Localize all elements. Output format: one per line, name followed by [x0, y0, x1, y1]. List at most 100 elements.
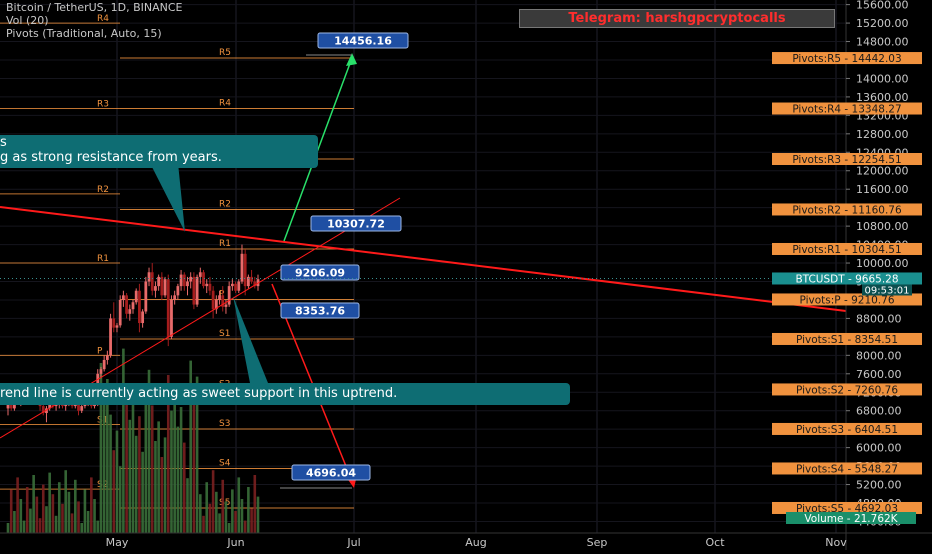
price-tick-label-24: 14000.00 [856, 72, 909, 85]
pivot-level-label-S3: S3 [219, 419, 230, 429]
price-tick-label-4: 6000.00 [856, 442, 902, 455]
candle-body-32 [109, 318, 112, 356]
pivot-axis-box-R1 [772, 242, 922, 255]
candle-body-48 [160, 276, 164, 296]
volume-bar-21 [74, 479, 77, 533]
target-label-0: 14456.16 [334, 35, 392, 48]
old-pivot-label-R1: R1 [97, 254, 109, 264]
candle-body-42 [141, 311, 145, 324]
up-arrow-head [346, 53, 357, 66]
price-tick-label-26: 14800.00 [856, 36, 909, 49]
volume-bar-14 [51, 494, 55, 533]
price-tick-label-21: 12800.00 [856, 128, 909, 141]
price-tick-label-14: 10000.00 [856, 257, 909, 270]
volume-bar-13 [48, 472, 51, 533]
time-tick-label-aug: Aug [465, 536, 486, 549]
candle-body-52 [173, 295, 177, 300]
candle-body-46 [154, 286, 157, 291]
candle-body-11 [41, 406, 45, 414]
candle-body-67 [221, 295, 225, 307]
volume-bar-0 [6, 523, 10, 533]
telegram-banner: Telegram: harshgpcryptocalls [519, 9, 835, 28]
candle-body-13 [48, 403, 52, 409]
price-tick-label-16: 10800.00 [856, 220, 909, 233]
volume-axis-label: Volume - 21.762K [804, 513, 898, 525]
pivot-level-label-R4: R4 [219, 99, 231, 109]
volume-bar-74 [243, 520, 247, 533]
volume-bar-63 [208, 503, 212, 533]
volume-bar-47 [157, 421, 160, 533]
old-pivot-label-S2: S2 [97, 480, 108, 490]
time-tick-label-oct: Oct [705, 536, 725, 549]
volume-bar-50 [166, 375, 170, 533]
volume-bar-64 [211, 470, 215, 533]
resistance-trend-line [0, 206, 847, 312]
volume-bar-15 [54, 515, 58, 533]
volume-bar-71 [234, 511, 237, 533]
target-box-3 [280, 302, 360, 319]
pivot-axis-box-R5 [772, 52, 922, 65]
target-label-4: 4696.04 [306, 467, 356, 480]
candle-body-12 [45, 408, 48, 414]
volume-bar-43 [144, 389, 148, 533]
candle-body-43 [144, 281, 148, 312]
volume-bar-58 [192, 396, 196, 533]
candle-body-37 [125, 295, 128, 314]
volume-bar-36 [122, 348, 125, 533]
volume-bar-29 [99, 363, 103, 533]
volume-bar-5 [22, 520, 26, 533]
candle-body-34 [115, 325, 119, 328]
countdown-box [862, 284, 912, 296]
resistance-annotation: s g as strong resistance from years. [0, 135, 318, 168]
volume-bar-73 [240, 499, 244, 533]
volume-bar-30 [102, 398, 106, 533]
volume-bar-8 [32, 475, 35, 533]
candle-body-58 [192, 276, 196, 305]
candle-body-60 [198, 272, 202, 277]
volume-bar-76 [250, 508, 253, 533]
volume-bar-20 [70, 513, 74, 533]
volume-bar-38 [128, 419, 132, 533]
pivot-axis-label-S1: Pivots:S1 - 8354.51 [796, 334, 898, 346]
candle-body-77 [253, 281, 257, 287]
candle-body-69 [227, 286, 231, 305]
old-pivot-label-R2: R2 [97, 185, 109, 195]
candle-body-44 [147, 272, 151, 282]
pivot-axis-label-R3: Pivots:R3 - 12254.51 [792, 154, 901, 166]
price-tick-label-8: 7600.00 [856, 368, 902, 381]
volume-bar-55 [182, 442, 186, 533]
volume-bar-7 [29, 508, 32, 533]
volume-legend: Vol (20) [6, 14, 49, 27]
target-box-0 [317, 32, 409, 49]
pivot-axis-box-P [772, 293, 922, 306]
volume-bar-41 [138, 416, 141, 533]
old-pivot-label-R3: R3 [97, 99, 109, 109]
price-tick-label-2: 5200.00 [856, 479, 902, 492]
volume-bar-42 [141, 451, 144, 533]
target-box-1 [310, 215, 402, 232]
candle-body-35 [118, 299, 122, 326]
candle-body-0 [6, 403, 10, 409]
time-tick-label-nov: Nov [825, 536, 847, 549]
candle-body-55 [182, 274, 186, 287]
volume-bar-62 [205, 482, 209, 533]
volume-bar-67 [221, 479, 225, 533]
target-label-3: 8353.76 [295, 305, 345, 318]
candle-body-62 [205, 283, 209, 287]
volume-bar-40 [134, 435, 138, 533]
pivot-level-label-S4: S4 [219, 458, 231, 468]
volume-bar-48 [160, 457, 164, 533]
candle-body-23 [80, 406, 84, 411]
pivot-axis-label-S2: Pivots:S2 - 7260.76 [796, 384, 898, 396]
symbol-legend: Bitcoin / TetherUS, 1D, BINANCE [6, 1, 183, 14]
volume-bar-53 [176, 426, 180, 533]
pivot-axis-label-S5: Pivots:S5 - 4692.03 [796, 503, 898, 515]
old-pivot-label-R4: R4 [97, 14, 109, 24]
candle-body-50 [166, 279, 170, 337]
pivots-legend: Pivots (Traditional, Auto, 15) [6, 27, 162, 40]
price-tick-label-28: 15600.00 [856, 0, 909, 12]
volume-bar-4 [19, 499, 23, 533]
target-label-2: 9206.09 [295, 267, 345, 280]
